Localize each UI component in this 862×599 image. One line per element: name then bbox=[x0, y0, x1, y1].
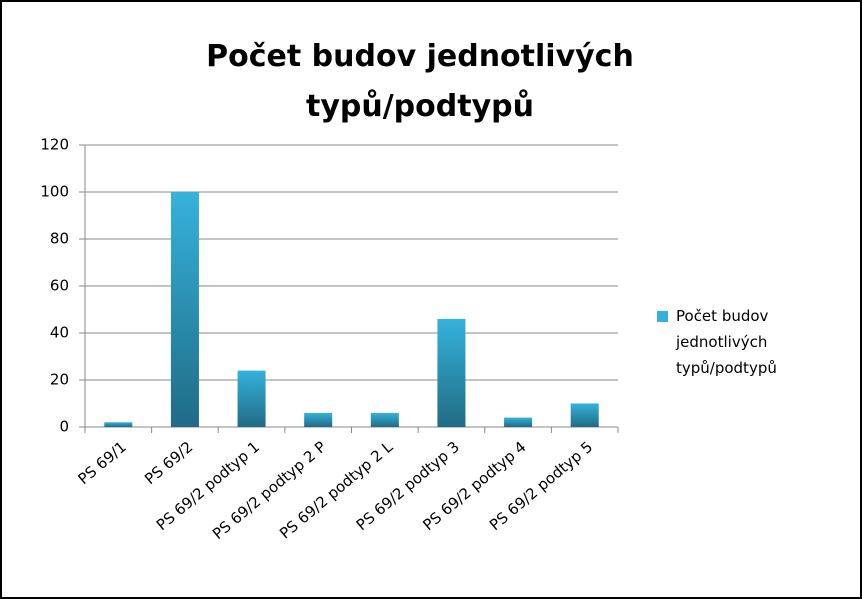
y-tick-label: 80 bbox=[50, 230, 69, 248]
bar-shade bbox=[237, 370, 266, 427]
bar-shade bbox=[304, 412, 333, 427]
y-tick-label: 120 bbox=[40, 136, 69, 154]
legend-label: Počet budov jednotlivých typů/podtypů bbox=[676, 307, 777, 377]
y-tick-label: 0 bbox=[59, 418, 69, 436]
x-tick-label: PS 69/1 bbox=[75, 438, 130, 488]
x-tick-label: PS 69/2 bbox=[141, 438, 196, 488]
y-tick-label: 40 bbox=[50, 324, 69, 342]
chart-title: Počet budov jednotlivých typů/podtypů bbox=[206, 39, 634, 124]
bar-shade bbox=[370, 412, 399, 427]
y-tick-label: 60 bbox=[50, 277, 69, 295]
legend-key bbox=[657, 311, 668, 322]
bar-shade bbox=[104, 422, 133, 427]
x-tick-label: PS 69/2 podtyp 2 P bbox=[209, 438, 330, 543]
y-tick-label: 100 bbox=[40, 183, 69, 201]
bar-shade bbox=[570, 403, 599, 427]
bar-shade bbox=[437, 318, 466, 427]
bar-shade bbox=[170, 192, 199, 427]
y-tick-label: 20 bbox=[50, 371, 69, 389]
bar-shade bbox=[504, 417, 533, 427]
x-tick-label: PS 69/2 podtyp 2 L bbox=[276, 437, 397, 542]
